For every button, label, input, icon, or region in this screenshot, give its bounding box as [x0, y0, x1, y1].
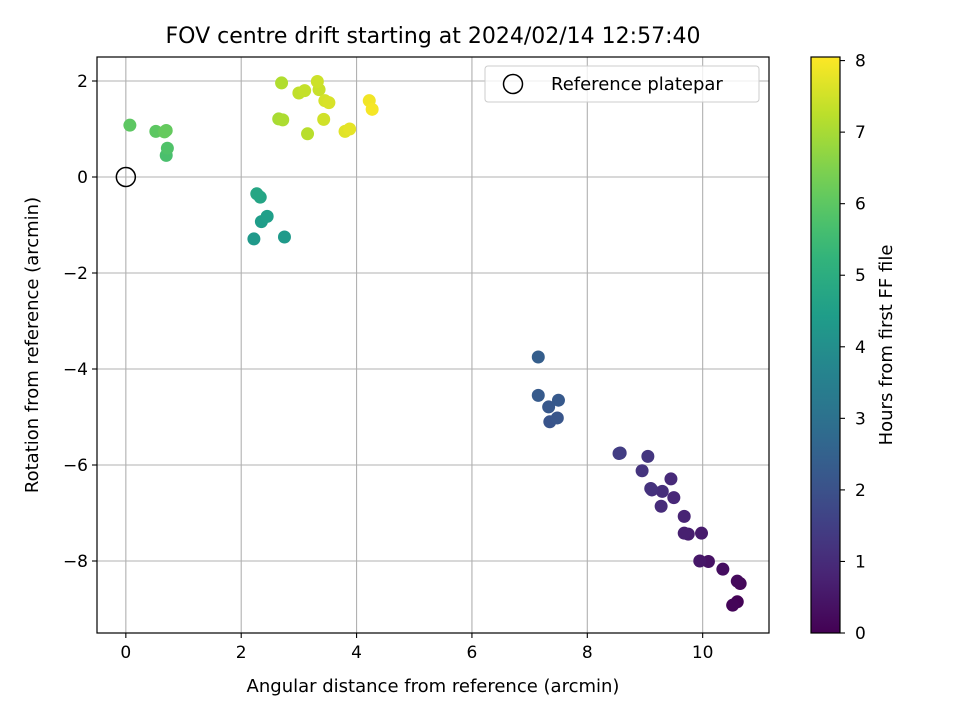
y-axis-ticks: −8 −6 −4 −2 0 2 — [63, 72, 97, 572]
data-point — [317, 112, 331, 126]
y-tick-label: −6 — [63, 456, 88, 476]
colorbar: 0 1 2 3 4 5 6 7 8 Hours from first FF file — [810, 52, 897, 644]
data-point — [531, 388, 545, 402]
data-point — [276, 113, 290, 127]
data-point — [730, 574, 744, 588]
data-point — [298, 84, 312, 98]
data-point — [542, 400, 556, 414]
data-points — [123, 74, 747, 612]
legend-marker-icon — [502, 73, 524, 95]
colorbar-tick-label: 4 — [855, 338, 866, 358]
x-tick-label: 6 — [467, 643, 478, 663]
data-point — [664, 472, 678, 486]
y-tick-label: 0 — [77, 168, 88, 188]
data-point — [531, 350, 545, 364]
legend-entry-label: Reference platepar — [551, 74, 723, 95]
data-point — [716, 562, 730, 576]
colorbar-tick-label: 0 — [855, 624, 866, 644]
x-tick-label: 4 — [351, 643, 362, 663]
data-point — [654, 499, 668, 513]
colorbar-ticks: 0 1 2 3 4 5 6 7 8 — [840, 52, 866, 644]
colorbar-gradient — [810, 56, 841, 634]
chart-title: FOV centre drift starting at 2024/02/14 … — [166, 24, 701, 49]
data-point — [260, 209, 274, 223]
colorbar-tick-label: 5 — [855, 266, 866, 286]
data-point — [275, 76, 289, 90]
data-point — [247, 232, 261, 246]
x-tick-label: 0 — [120, 643, 131, 663]
data-point — [160, 141, 174, 155]
legend: Reference platepar — [484, 65, 760, 103]
y-tick-label: −8 — [63, 552, 88, 572]
data-point — [667, 491, 681, 505]
colorbar-label: Hours from first FF file — [876, 245, 897, 446]
x-axis-label: Angular distance from reference (arcmin) — [247, 676, 620, 697]
colorbar-tick-label: 2 — [855, 481, 866, 501]
legend-box — [484, 65, 760, 103]
x-tick-label: 2 — [236, 643, 247, 663]
data-point — [677, 526, 691, 540]
colorbar-tick-label: 6 — [855, 195, 866, 215]
data-point — [695, 526, 709, 540]
data-point — [343, 122, 357, 136]
data-point — [310, 74, 324, 88]
data-point — [693, 554, 707, 568]
y-tick-label: 2 — [77, 72, 88, 92]
data-point — [655, 484, 669, 498]
x-tick-label: 10 — [692, 643, 714, 663]
colorbar-tick-label: 8 — [855, 52, 866, 72]
data-point — [365, 102, 379, 116]
data-point — [277, 230, 291, 244]
data-point — [644, 482, 658, 496]
reference-point-marker — [115, 166, 137, 188]
grid-lines — [97, 57, 769, 633]
data-point — [250, 187, 264, 201]
data-point — [641, 449, 655, 463]
data-point — [551, 393, 565, 407]
data-point — [322, 96, 336, 110]
y-tick-label: −2 — [63, 264, 88, 284]
colorbar-tick-label: 7 — [855, 123, 866, 143]
data-point — [157, 125, 171, 139]
data-point — [550, 411, 564, 425]
colorbar-tick-label: 3 — [855, 409, 866, 429]
y-axis-label: Rotation from reference (arcmin) — [22, 197, 43, 493]
data-point — [301, 127, 315, 141]
x-tick-label: 8 — [582, 643, 593, 663]
y-tick-label: −4 — [63, 360, 88, 380]
plot-frame — [96, 56, 770, 634]
data-point — [612, 446, 626, 460]
reference-marker — [115, 166, 137, 188]
data-point — [726, 598, 740, 612]
data-point — [677, 509, 691, 523]
data-point — [123, 118, 137, 132]
x-axis-ticks: 0 2 4 6 8 10 — [120, 633, 713, 663]
data-point — [635, 464, 649, 478]
colorbar-tick-label: 1 — [855, 552, 866, 572]
